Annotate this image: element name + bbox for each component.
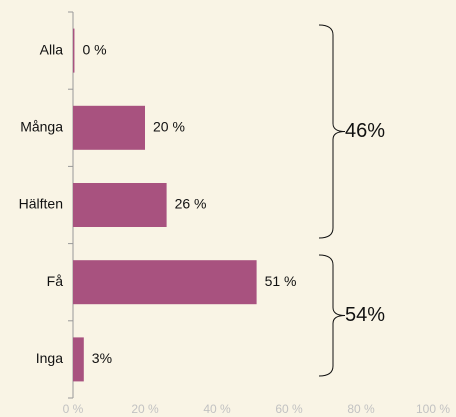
x-tick-label: 80 %	[347, 402, 375, 416]
value-label: 51 %	[265, 273, 297, 289]
x-tick-label: 20 %	[131, 402, 159, 416]
value-label: 3%	[92, 350, 112, 366]
bar	[73, 183, 167, 227]
value-label: 20 %	[153, 119, 185, 135]
category-label: Få	[47, 273, 64, 289]
category-label: Alla	[40, 41, 64, 57]
annotation: 46%	[345, 120, 385, 142]
bar	[73, 260, 257, 305]
brace	[318, 254, 346, 377]
x-tick-label: 60 %	[275, 402, 303, 416]
bar	[73, 105, 145, 150]
annotation: 54%	[345, 304, 385, 326]
x-tick-label: 100 %	[416, 402, 450, 416]
category-label: Många	[20, 119, 63, 135]
value-label: 26 %	[175, 196, 207, 212]
x-tick-label: 40 %	[203, 402, 231, 416]
category-label: Inga	[36, 350, 63, 366]
brace	[318, 24, 346, 239]
x-tick-label: 0 %	[63, 402, 84, 416]
category-label: Hälften	[19, 196, 63, 212]
bar	[73, 28, 75, 73]
bar	[73, 337, 84, 382]
value-label: 0 %	[82, 41, 106, 57]
